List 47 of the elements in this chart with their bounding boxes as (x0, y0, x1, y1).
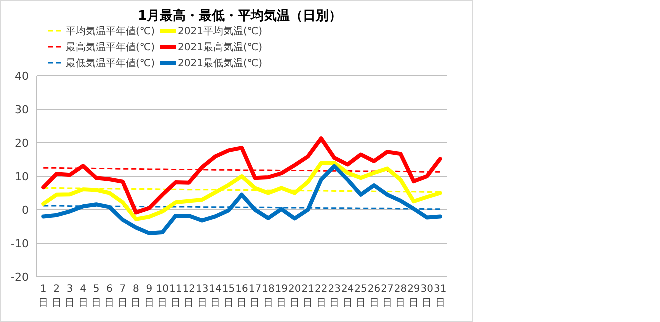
x-tick-label: 6日 (104, 284, 115, 309)
legend-label: 2021平均気温(℃) (178, 26, 263, 38)
legend-label: 2021最高気温(℃) (178, 42, 263, 54)
x-tick-label: 2日 (52, 284, 62, 309)
x-tick-label: 15日 (222, 284, 236, 309)
x-tick-label: 23日 (328, 284, 341, 309)
x-tick-label: 1日 (38, 284, 49, 309)
y-tick-label: 0 (22, 204, 29, 217)
x-tick-label: 11日 (170, 284, 182, 309)
x-tick-label: 17日 (248, 284, 262, 309)
x-tick-label: 19日 (275, 284, 288, 309)
x-tick-label: 22日 (314, 284, 328, 309)
legend-label: 平均気温平年値(℃) (66, 26, 156, 38)
x-tick-label: 13日 (196, 284, 209, 309)
x-tick-label: 4日 (78, 284, 88, 309)
line-series (42, 164, 442, 236)
x-tick-label: 16日 (236, 284, 248, 309)
y-tick-label: 30 (15, 104, 29, 116)
x-tick-label: 29日 (408, 284, 420, 309)
legend-label: 最高気温平年値(℃) (66, 42, 156, 54)
y-tick-label: 10 (15, 170, 29, 184)
y-tick-label: -10 (11, 238, 29, 250)
legend-label: 最低気温平年値(℃) (66, 58, 156, 70)
x-tick-label: 10日 (156, 284, 170, 309)
chart-title: 1月最高・最低・平均気温（日別） (138, 8, 342, 24)
x-tick-label: 8日 (131, 284, 142, 309)
x-tick-label: 18日 (262, 284, 275, 309)
x-tick-label: 5日 (92, 284, 102, 309)
y-tick-label: -20 (11, 271, 29, 284)
x-tick-label: 25日 (354, 284, 368, 309)
x-tick-label: 30日 (420, 284, 434, 309)
x-tick-label: 7日 (118, 284, 128, 309)
x-tick-label: 26日 (368, 284, 381, 309)
x-tick-label: 9日 (144, 284, 154, 309)
x-tick-label: 21日 (302, 284, 314, 309)
x-tick-label: 24日 (341, 284, 354, 309)
line-series (42, 136, 442, 215)
x-tick-label: 20日 (288, 284, 302, 309)
x-tick-label: 14日 (209, 284, 222, 309)
legend-label: 2021最低気温(℃) (178, 58, 263, 70)
x-tick-label: 28日 (394, 284, 408, 309)
x-tick-label: 31日 (434, 284, 447, 309)
x-tick-label: 3日 (65, 284, 76, 309)
y-tick-label: 40 (15, 70, 29, 83)
x-tick-label: 27日 (381, 284, 394, 309)
x-tick-label: 12日 (182, 284, 196, 309)
y-tick-label: 20 (15, 137, 29, 150)
